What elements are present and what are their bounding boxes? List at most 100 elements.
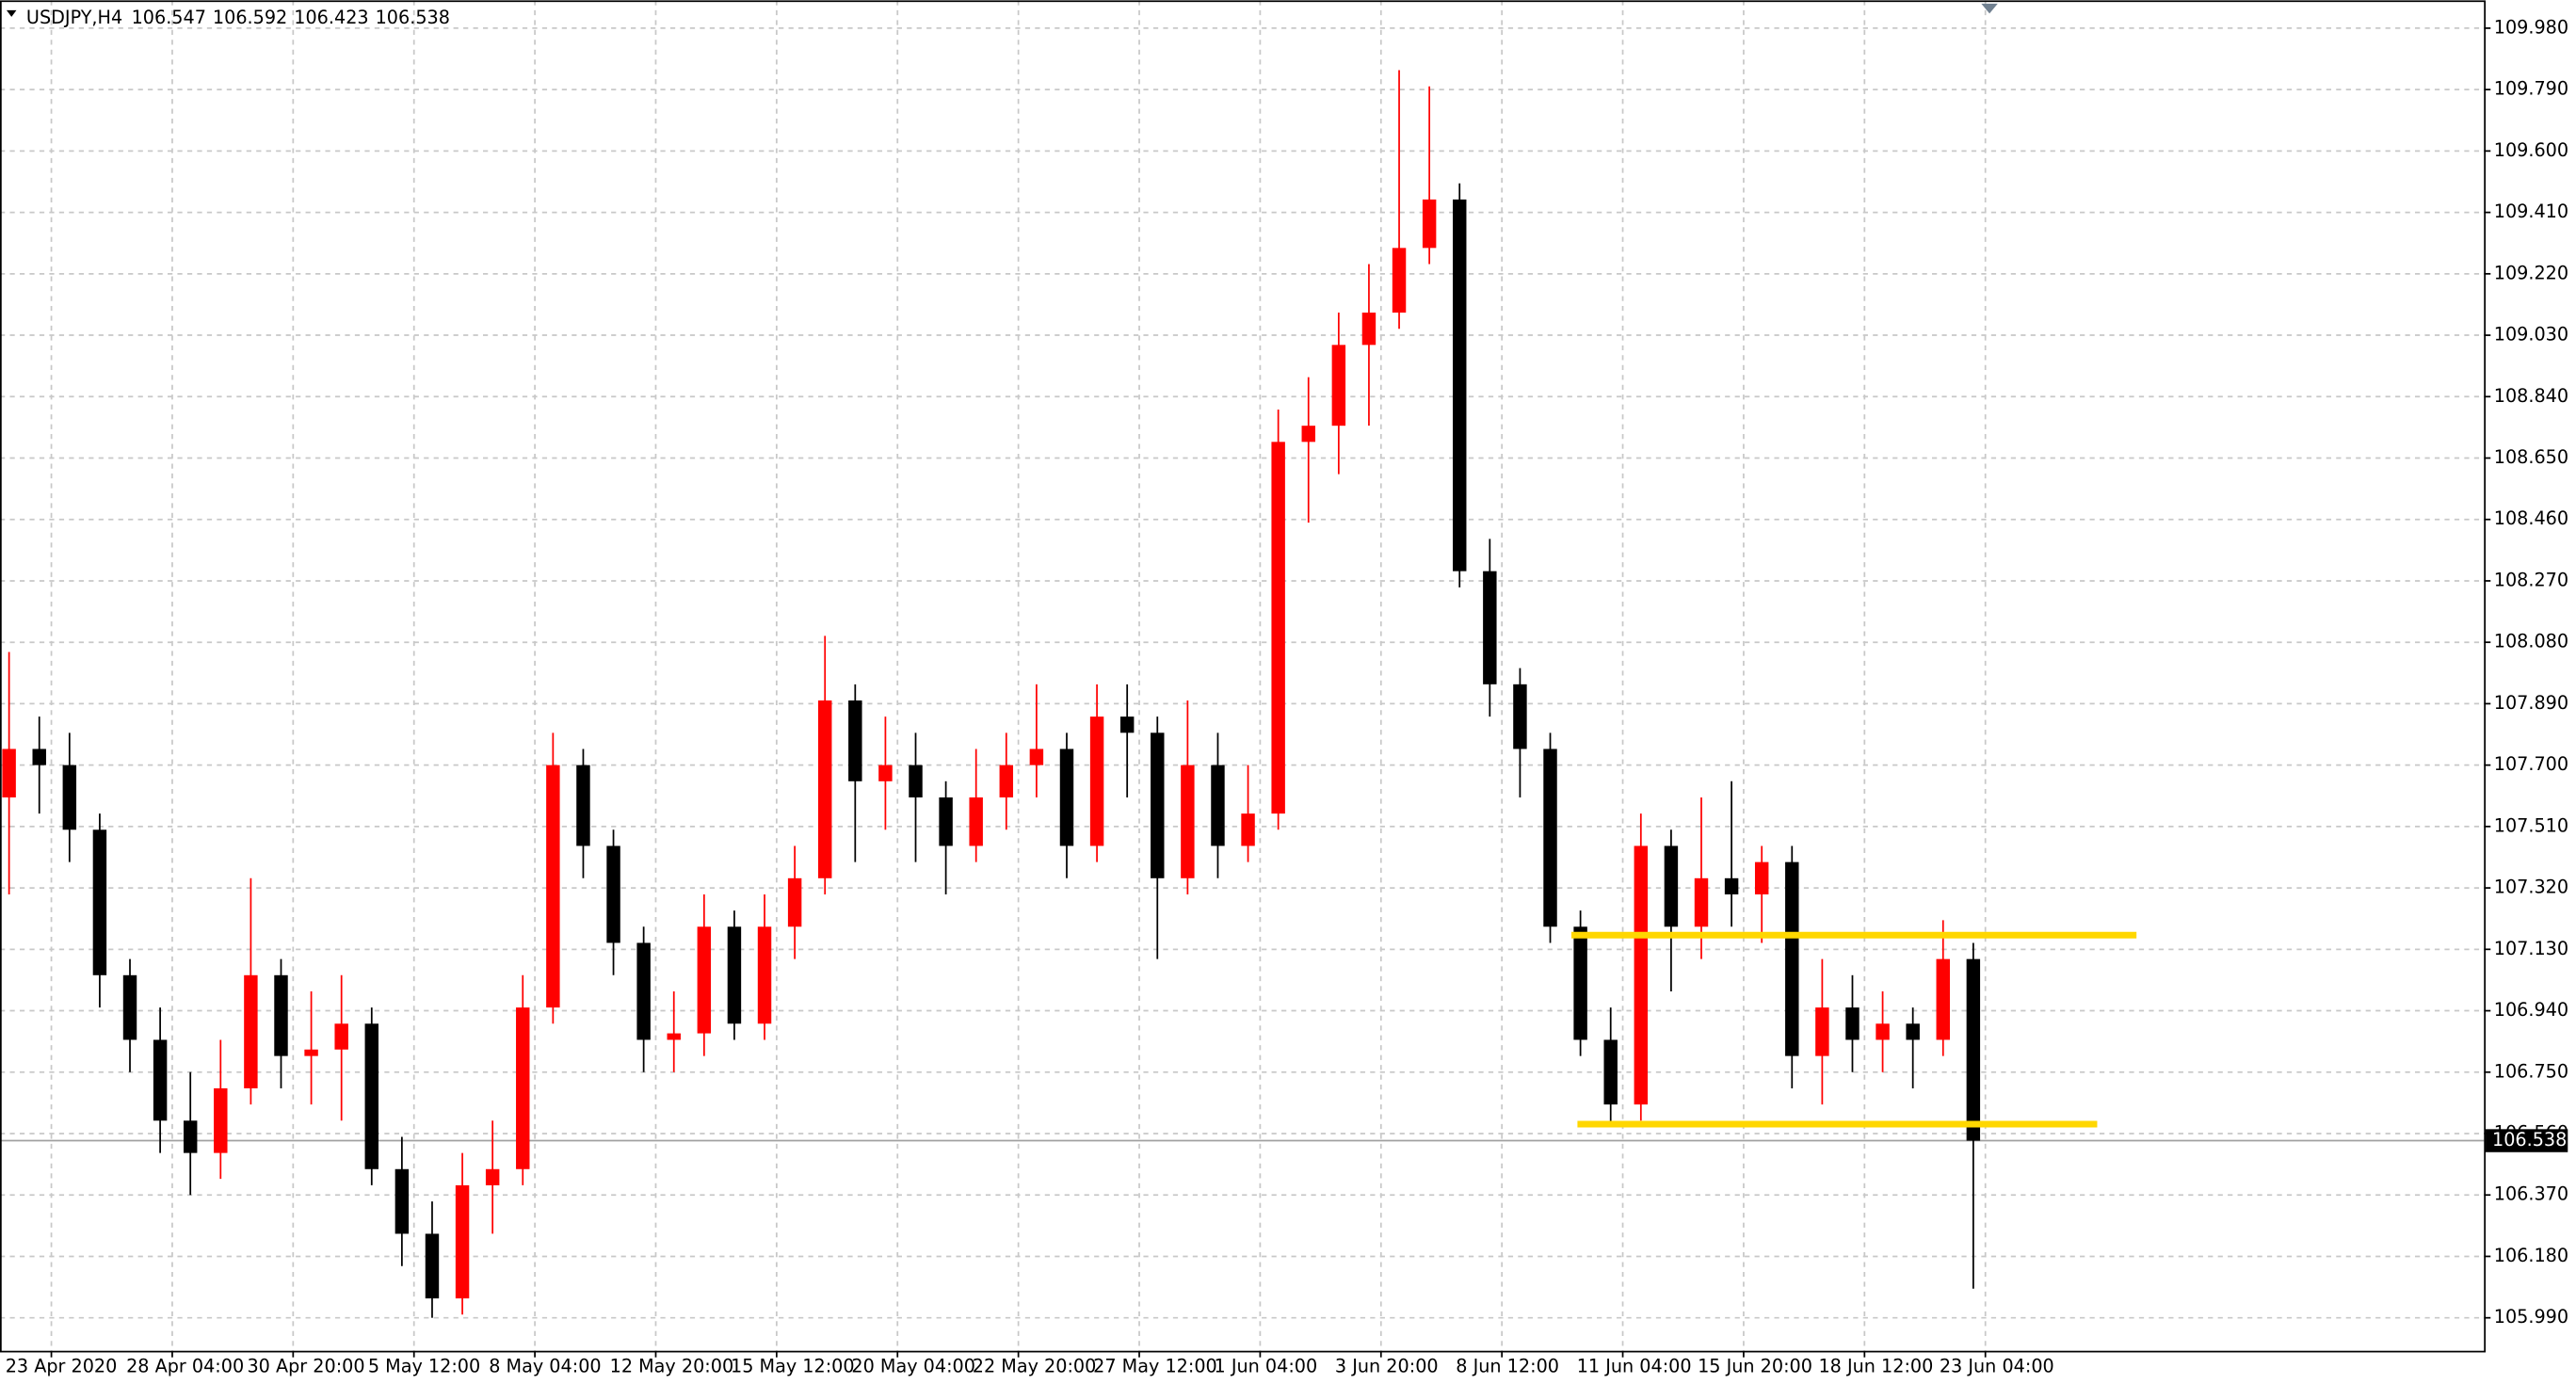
candle-body bbox=[697, 926, 712, 1034]
candle-body bbox=[1059, 748, 1074, 846]
y-tick-label: 109.030 bbox=[2494, 324, 2568, 346]
ohlc-value: 106.538 bbox=[376, 7, 450, 28]
grid-layer bbox=[0, 0, 2485, 1351]
y-tick-label: 109.410 bbox=[2494, 201, 2568, 222]
candle-body bbox=[1211, 764, 1225, 846]
candle-body bbox=[787, 877, 802, 927]
y-tick-label: 105.990 bbox=[2494, 1306, 2568, 1328]
candle-body bbox=[92, 829, 107, 975]
candle-body bbox=[1422, 199, 1437, 249]
x-tick-label: 3 Jun 20:00 bbox=[1335, 1356, 1439, 1377]
candle-body bbox=[757, 926, 772, 1024]
marks-layer bbox=[0, 70, 2485, 1318]
x-tick-label: 18 Jun 12:00 bbox=[1818, 1356, 1933, 1377]
candle-body bbox=[1453, 199, 1467, 571]
candle-body bbox=[969, 797, 983, 846]
menu-icon[interactable] bbox=[6, 9, 17, 17]
candle-body bbox=[1029, 748, 1044, 765]
candle-body bbox=[817, 700, 832, 878]
candle-body bbox=[1392, 248, 1407, 314]
x-tick-label: 22 May 20:00 bbox=[973, 1356, 1097, 1377]
candle-body bbox=[848, 700, 862, 781]
candle-body bbox=[1543, 748, 1557, 927]
candle-body bbox=[1361, 313, 1377, 346]
candle-body bbox=[1754, 861, 1769, 894]
x-tick-label: 20 May 04:00 bbox=[851, 1356, 975, 1377]
candle-body bbox=[1724, 877, 1739, 894]
x-tick-label: 15 May 12:00 bbox=[731, 1356, 855, 1377]
ohlc-value: 106.547 bbox=[132, 7, 206, 28]
candle-body bbox=[334, 1023, 348, 1050]
y-tick-label: 106.180 bbox=[2494, 1245, 2568, 1266]
y-tick-label: 107.700 bbox=[2494, 753, 2568, 775]
candle-body bbox=[636, 942, 651, 1040]
x-tick-label: 1 Jun 04:00 bbox=[1215, 1356, 1318, 1377]
candle-body bbox=[153, 1039, 168, 1121]
symbol: USDJPY,H4 bbox=[26, 7, 122, 28]
x-tick-label: 23 Apr 2020 bbox=[6, 1356, 118, 1377]
x-tick-label: 30 Apr 20:00 bbox=[247, 1356, 364, 1377]
y-tick-label: 108.080 bbox=[2494, 631, 2568, 652]
candle-body bbox=[1573, 926, 1587, 1040]
x-tick-label: 23 Jun 04:00 bbox=[1940, 1356, 2054, 1377]
shift-marker[interactable] bbox=[1981, 3, 1998, 14]
ohlc-value: 106.592 bbox=[213, 7, 287, 28]
candle-body bbox=[364, 1023, 379, 1169]
y-tick-label: 109.980 bbox=[2494, 16, 2568, 38]
plot-frame bbox=[0, 0, 2487, 1353]
candle-body bbox=[1331, 345, 1346, 426]
y-tick-label: 107.320 bbox=[2494, 877, 2568, 898]
candle-body bbox=[455, 1184, 470, 1299]
y-tick-label: 109.600 bbox=[2494, 139, 2568, 161]
bid-label-box bbox=[2486, 1129, 2568, 1152]
candle-body bbox=[546, 764, 560, 1008]
y-tick-label: 107.890 bbox=[2494, 692, 2568, 714]
y-tick-label: 106.750 bbox=[2494, 1060, 2568, 1082]
y-tick-label: 108.460 bbox=[2494, 507, 2568, 529]
x-tick-label: 28 Apr 04:00 bbox=[126, 1356, 244, 1377]
candle-body bbox=[1815, 1007, 1829, 1056]
candle-body bbox=[1151, 732, 1165, 878]
y-tick-label: 109.220 bbox=[2494, 262, 2568, 283]
y-tick-label: 109.790 bbox=[2494, 78, 2568, 100]
candle-body bbox=[183, 1120, 198, 1153]
candle-body bbox=[304, 1049, 318, 1056]
candle-body bbox=[214, 1087, 228, 1153]
x-tick-label: 12 May 20:00 bbox=[610, 1356, 734, 1377]
candle-body bbox=[244, 974, 258, 1088]
candle-body bbox=[1785, 861, 1799, 1056]
candle-body bbox=[2, 748, 16, 797]
axes-layer: 105.990106.180106.370106.560106.750106.9… bbox=[6, 16, 2568, 1376]
candle-body bbox=[425, 1233, 440, 1299]
candle-body bbox=[1181, 764, 1195, 878]
candle-body bbox=[1936, 958, 1950, 1040]
candle-body bbox=[1513, 684, 1527, 749]
y-tick-label: 106.940 bbox=[2494, 999, 2568, 1021]
ohlc-value: 106.423 bbox=[294, 7, 368, 28]
candle-body bbox=[878, 764, 893, 781]
y-tick-label: 107.130 bbox=[2494, 938, 2568, 959]
candle-body bbox=[485, 1168, 500, 1185]
candle-body bbox=[1845, 1007, 1860, 1040]
candle-body bbox=[32, 748, 46, 765]
candle-body bbox=[1694, 877, 1709, 927]
candle-body bbox=[1906, 1023, 1920, 1040]
header-values: 106.547 106.592 106.423 106.538 bbox=[132, 7, 450, 28]
candle-body bbox=[606, 845, 620, 943]
x-tick-label: 8 May 04:00 bbox=[489, 1356, 601, 1377]
candle-body bbox=[1241, 813, 1255, 846]
candle-body bbox=[1664, 845, 1679, 927]
candle-body bbox=[909, 764, 923, 797]
candle-body bbox=[1634, 845, 1649, 1105]
candle-body bbox=[999, 764, 1014, 797]
candle-body bbox=[394, 1168, 410, 1234]
candle-body bbox=[1483, 571, 1497, 684]
y-tick-label: 107.510 bbox=[2494, 814, 2568, 836]
x-tick-label: 11 Jun 04:00 bbox=[1577, 1356, 1692, 1377]
y-tick-label: 106.370 bbox=[2494, 1183, 2568, 1205]
candle-body bbox=[62, 764, 77, 830]
candle-body bbox=[939, 797, 953, 846]
candle-body bbox=[1271, 442, 1285, 814]
